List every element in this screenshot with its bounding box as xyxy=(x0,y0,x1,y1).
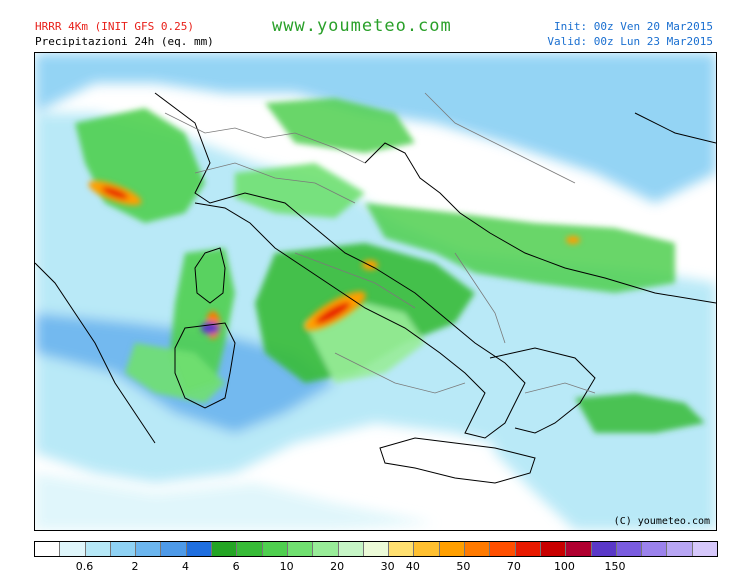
legend-label: 10 xyxy=(279,560,294,573)
legend-swatch xyxy=(515,542,541,556)
legend-swatch xyxy=(262,542,288,556)
legend-swatch xyxy=(60,542,86,556)
copyright-label: (C) youmeteo.com xyxy=(614,516,710,527)
precip-moderate-field xyxy=(75,98,705,433)
legend-swatch xyxy=(414,542,440,556)
legend-swatch xyxy=(363,542,390,556)
precip-color-scale xyxy=(34,541,718,557)
legend-label: 40 xyxy=(405,560,420,573)
valid-time: Valid: 00z Lun 23 Mar2015 xyxy=(547,35,713,48)
legend-swatch xyxy=(616,542,643,556)
country-borders xyxy=(164,92,596,394)
legend-label: 0.6 xyxy=(75,560,94,573)
legend-label: 100 xyxy=(553,560,575,573)
init-time: Init: 00z Ven 20 Mar2015 xyxy=(554,20,713,33)
legend-swatch xyxy=(591,542,617,556)
precipitation-map: (C) youmeteo.com xyxy=(34,52,717,531)
legend-label: 2 xyxy=(131,560,139,573)
legend-swatch xyxy=(237,542,263,556)
legend-swatch xyxy=(110,542,137,556)
legend-swatch xyxy=(287,542,314,556)
site-name[interactable]: www.youmeteo.com xyxy=(272,16,452,36)
coastlines xyxy=(35,92,716,484)
legend-swatch xyxy=(313,542,339,556)
legend-swatch xyxy=(338,542,364,556)
legend-swatch xyxy=(212,542,238,556)
legend-swatch xyxy=(389,542,415,556)
legend-swatch xyxy=(566,542,592,556)
legend-swatch xyxy=(692,542,718,556)
legend-swatch xyxy=(161,542,187,556)
legend-swatch xyxy=(136,542,162,556)
legend-swatch xyxy=(540,542,567,556)
legend-label: 20 xyxy=(330,560,345,573)
legend-swatch xyxy=(186,542,213,556)
map-canvas: (C) youmeteo.com xyxy=(35,53,716,530)
legend-swatch xyxy=(35,542,61,556)
legend-swatch xyxy=(667,542,693,556)
legend-label: 50 xyxy=(456,560,471,573)
precip-scale-labels: 0.6 2 4 6 10 20 30 40 50 70 100 150 xyxy=(34,560,718,574)
legend-swatch xyxy=(439,542,466,556)
legend-label: 70 xyxy=(506,560,521,573)
product-title: Precipitazioni 24h (eq. mm) xyxy=(35,35,214,48)
legend-label: 30 xyxy=(380,560,395,573)
legend-swatch xyxy=(85,542,111,556)
legend-label: 6 xyxy=(232,560,240,573)
model-title: HRRR 4Km (INIT GFS 0.25) xyxy=(35,20,194,33)
legend-swatch xyxy=(465,542,491,556)
legend-label: 4 xyxy=(182,560,190,573)
legend-label: 150 xyxy=(604,560,626,573)
legend-swatch xyxy=(642,542,668,556)
legend-swatch xyxy=(490,542,516,556)
